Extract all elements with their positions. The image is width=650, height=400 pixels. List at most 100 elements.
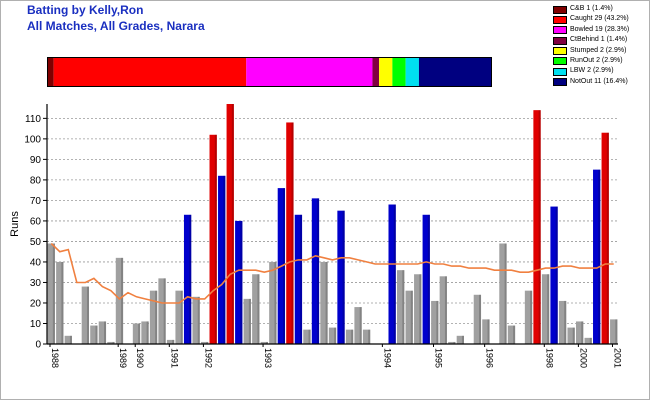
innings-bar-shade: [231, 104, 234, 344]
legend-item: CtBehind 1 (1.4%): [548, 35, 648, 45]
y-tick-label: 20: [30, 298, 42, 309]
innings-bar: [158, 278, 166, 344]
innings-bar-shade: [163, 278, 166, 344]
legend-swatch: [553, 47, 567, 56]
innings-bar: [98, 321, 107, 344]
legend-swatch: [553, 5, 567, 14]
legend-item: Caught 29 (43.2%): [548, 14, 648, 24]
y-tick-label: 110: [25, 114, 41, 125]
innings-bar: [149, 290, 158, 344]
innings-bar-shade: [572, 327, 575, 344]
average-line: [50, 242, 614, 304]
innings-bar: [175, 290, 183, 344]
x-tick-label: 2001: [612, 348, 622, 368]
innings-bar: [209, 134, 217, 344]
x-tick-label: 1998: [544, 348, 554, 368]
innings-bar: [320, 261, 328, 344]
innings-bar: [499, 243, 507, 344]
legend-item: Stumped 2 (2.9%): [548, 46, 648, 56]
y-tick-label: 30: [30, 278, 42, 289]
innings-bar-shade: [317, 198, 320, 344]
innings-bar: [550, 206, 558, 344]
innings-bar: [439, 276, 447, 344]
innings-bar: [192, 296, 200, 344]
y-tick-label: 80: [30, 175, 42, 186]
innings-bar-shade: [419, 274, 422, 344]
stack-segment: [405, 57, 419, 87]
innings-bar-shade: [308, 329, 311, 344]
innings-bar: [422, 214, 430, 344]
legend-swatch: [553, 36, 567, 45]
innings-bar: [593, 169, 601, 344]
x-tick-label: 1991: [169, 348, 179, 368]
x-tick-label: 2000: [578, 348, 588, 368]
stack-segment: [379, 57, 393, 87]
innings-bar-shade: [334, 327, 337, 344]
innings-bar: [56, 261, 64, 344]
innings-bar-shade: [513, 325, 516, 344]
innings-bar-shade: [265, 341, 268, 344]
innings-bar: [601, 132, 609, 344]
stack-segment: [47, 57, 54, 87]
innings-bar: [567, 327, 575, 344]
innings-bar-shade: [146, 321, 149, 344]
innings-bar: [235, 220, 243, 344]
innings-bar-shade: [325, 261, 328, 344]
innings-bar: [166, 339, 175, 344]
innings-bar-shade: [291, 122, 294, 344]
stack-segment: [372, 57, 380, 87]
legend-label: Caught 29 (43.2%): [570, 15, 629, 23]
innings-bar-shade: [214, 134, 217, 344]
legend-swatch: [553, 67, 567, 76]
innings-bar-shade: [606, 132, 609, 344]
innings-bar-shade: [155, 290, 158, 344]
legend-item: C&B 1 (1.4%): [548, 4, 648, 14]
innings-bar-shade: [478, 294, 482, 344]
y-tick-label: 90: [30, 155, 42, 166]
legend-label: RunOut 2 (2.9%): [570, 56, 623, 64]
legend-label: C&B 1 (1.4%): [570, 5, 613, 12]
innings-bar-shade: [69, 335, 72, 344]
innings-bar: [115, 257, 124, 344]
innings-bar-shade: [615, 319, 618, 344]
x-tick-label: 1990: [135, 348, 145, 368]
innings-bar: [473, 294, 482, 344]
innings-bar-shade: [112, 341, 115, 344]
innings-bar-shade: [104, 321, 107, 344]
innings-bar-shade: [402, 270, 405, 344]
innings-bar: [47, 243, 55, 344]
dismissal-stacked-bar: [47, 57, 492, 87]
innings-bar: [90, 325, 98, 344]
innings-bar: [132, 323, 141, 344]
innings-bar-shade: [282, 188, 286, 344]
innings-bar: [345, 329, 354, 344]
innings-bar-shade: [121, 257, 124, 344]
innings-bar: [337, 210, 345, 344]
y-tick-label: 0: [35, 340, 41, 351]
y-axis-label: Runs: [9, 211, 21, 237]
legend-label: Bowled 19 (28.3%): [570, 25, 630, 33]
innings-bar-shade: [461, 335, 465, 344]
innings-bar-shade: [444, 276, 447, 344]
innings-bar: [218, 175, 226, 344]
innings-bar: [533, 110, 541, 345]
innings-bar: [524, 290, 533, 344]
innings-bar-shade: [257, 274, 260, 344]
innings-bar: [507, 325, 516, 344]
innings-bar-shade: [589, 337, 592, 344]
y-tick-label: 10: [30, 319, 42, 330]
innings-bar: [243, 298, 251, 344]
innings-bar-shade: [300, 214, 303, 344]
innings-bar-shade: [368, 329, 371, 344]
innings-bar: [64, 335, 72, 344]
innings-bar-shade: [359, 307, 362, 344]
innings-bar: [575, 321, 584, 344]
stack-segment: [418, 57, 492, 87]
innings-bar-shade: [172, 339, 175, 344]
y-tick-label: 60: [30, 216, 42, 227]
x-tick-label: 1992: [203, 348, 213, 368]
innings-bar-shade: [189, 214, 192, 344]
innings-bar: [610, 319, 618, 344]
innings-bar: [482, 319, 490, 344]
legend-swatch: [553, 78, 567, 87]
